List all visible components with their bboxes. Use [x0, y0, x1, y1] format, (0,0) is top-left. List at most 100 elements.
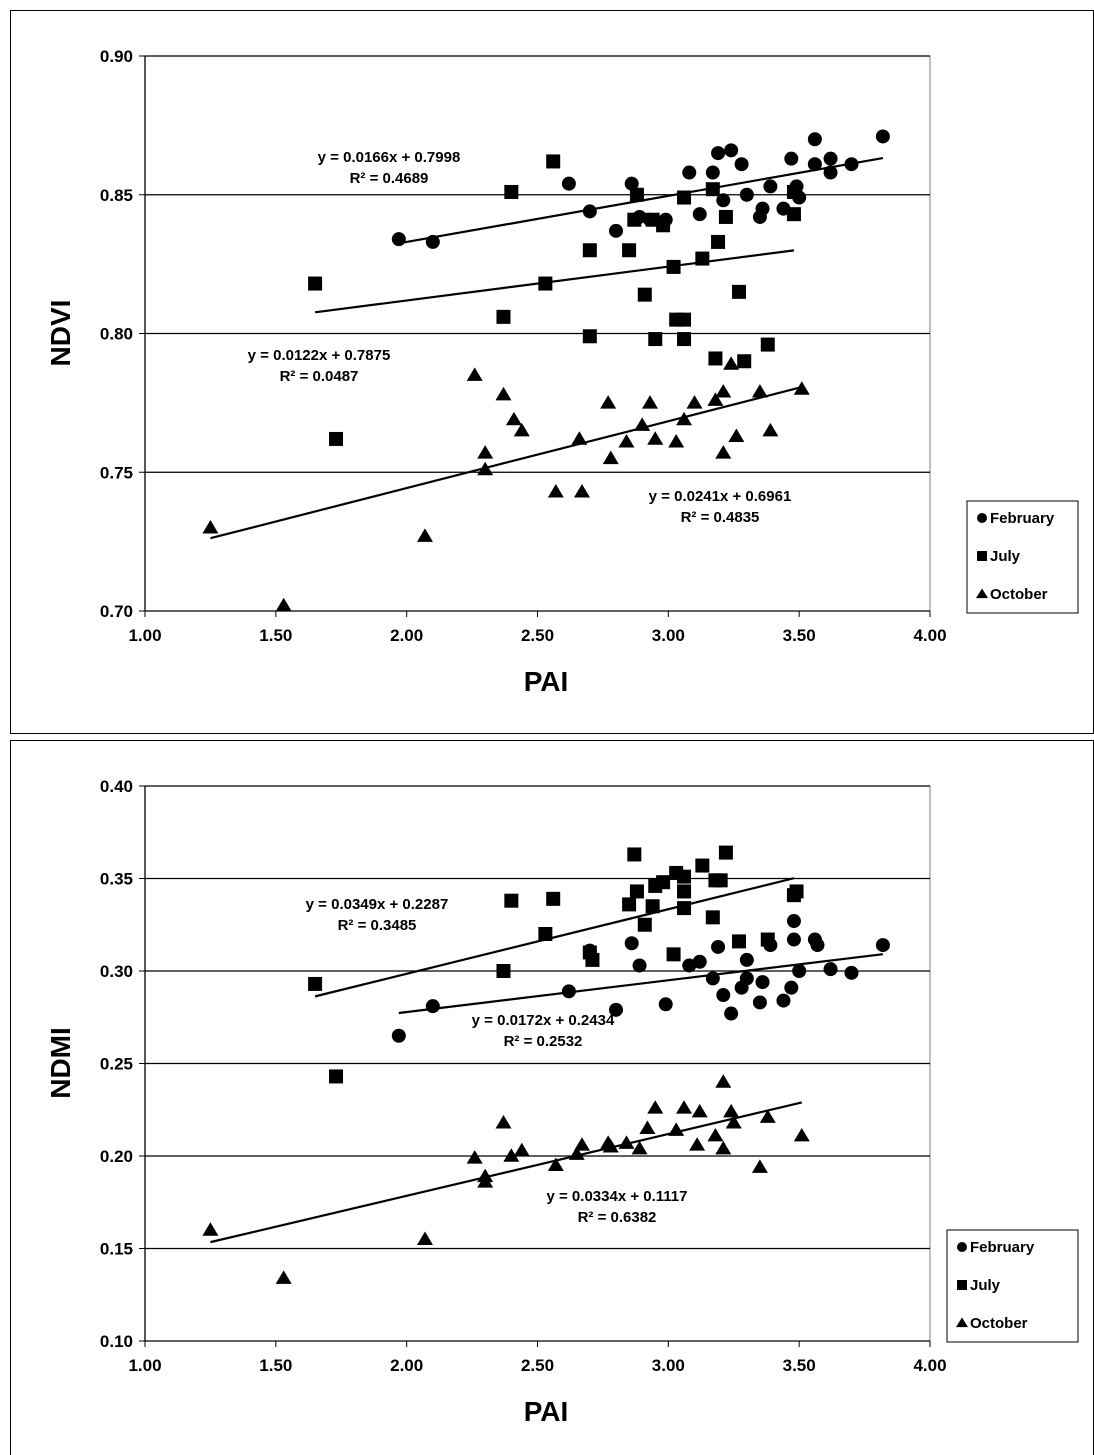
july-trendline	[314, 877, 795, 998]
chart-ndmi: 0.10 0.15 0.20 0.25 0.30 0.35 0.40 1.00 1.50 2.00…	[45, 777, 1079, 1427]
legend-october-label: October	[990, 586, 1048, 603]
october-point	[275, 597, 292, 612]
february-point	[875, 129, 890, 144]
y-tick-label: 0.20	[100, 1147, 133, 1166]
legend-july-label: July	[970, 1277, 1001, 1294]
october-point	[751, 1159, 768, 1173]
october-point	[571, 431, 588, 445]
july-point	[677, 869, 692, 884]
october-point	[547, 483, 564, 498]
october-point	[715, 445, 732, 459]
october-point	[715, 384, 732, 398]
october-point	[647, 431, 664, 445]
legend-february-label: February	[970, 1239, 1035, 1256]
y-tick-label: 0.70	[100, 602, 133, 621]
october-point	[668, 434, 685, 448]
x-tick-label: 4.00	[913, 626, 946, 645]
february-point	[692, 207, 707, 222]
legend-july-label: July	[990, 548, 1021, 565]
february-point	[807, 157, 822, 172]
july-point	[622, 897, 637, 912]
february-trendline	[398, 953, 884, 1015]
x-tick-label: 2.00	[390, 1356, 423, 1375]
february-point	[823, 962, 838, 977]
y-tick-label: 0.35	[100, 870, 133, 889]
legend: February July October	[966, 500, 1079, 614]
october-point	[642, 395, 659, 409]
y-tick-label: 0.90	[100, 47, 133, 66]
february-point	[391, 232, 406, 247]
july-point	[718, 209, 733, 224]
legend-july-marker	[977, 551, 987, 561]
x-tick-label: 1.00	[128, 626, 161, 645]
x-tick-label: 3.50	[783, 1356, 816, 1375]
february-point	[807, 132, 822, 147]
x-tick-label: 3.00	[652, 1356, 685, 1375]
july-point	[645, 899, 660, 914]
october-point	[477, 445, 494, 459]
legend-october-label: October	[970, 1315, 1028, 1332]
february-point	[734, 157, 749, 172]
february-point	[784, 980, 799, 995]
x-tick-label: 1.00	[128, 1356, 161, 1375]
x-tick-label: 1.50	[259, 626, 292, 645]
february-trend-equation: y = 0.0166x + 0.7998	[318, 149, 461, 166]
october-point	[751, 384, 768, 398]
october-point	[715, 1140, 732, 1155]
february-point	[716, 988, 731, 1003]
july-point	[760, 932, 775, 947]
x-axis-title: PAI	[524, 1396, 569, 1427]
february-point	[823, 165, 838, 180]
february-point	[739, 971, 754, 986]
february-point	[755, 201, 770, 216]
february-point	[425, 999, 440, 1014]
october-point	[618, 434, 635, 448]
july-point	[677, 190, 692, 205]
october-point	[513, 422, 530, 437]
july-point	[656, 218, 671, 233]
ndmi-chart-panel	[10, 740, 1094, 1455]
october-point	[416, 528, 433, 542]
october-point	[477, 1174, 494, 1188]
legend-february-marker	[957, 1242, 967, 1252]
october-trendline	[210, 386, 803, 540]
july-point	[786, 207, 801, 222]
october-point	[707, 392, 724, 406]
october-point	[691, 1103, 708, 1118]
july-point	[546, 154, 561, 169]
february-point	[776, 993, 791, 1008]
october-point	[686, 395, 703, 409]
july-point	[705, 182, 720, 197]
february-point	[705, 165, 720, 180]
october-trend-r2: R² = 0.4835	[681, 509, 760, 526]
series-october: y = 0.0241x + 0.6961 R² = 0.4835	[202, 356, 810, 612]
february-point	[692, 954, 707, 969]
february-trend-r2: R² = 0.4689	[350, 170, 429, 187]
october-point	[495, 1115, 512, 1129]
july-point	[708, 351, 723, 366]
october-point	[676, 411, 693, 426]
x-tick-label: 3.00	[652, 626, 685, 645]
legend-box	[946, 1229, 1079, 1343]
july-point	[731, 284, 746, 299]
february-point	[561, 176, 576, 191]
july-trend-equation: y = 0.0122x + 0.7875	[248, 347, 391, 364]
ndvi-chart-panel	[10, 10, 1094, 734]
october-point	[707, 1127, 724, 1142]
october-point	[715, 1074, 732, 1088]
y-tick-label: 0.25	[100, 1055, 133, 1074]
october-trend-r2: R² = 0.6382	[578, 1209, 657, 1226]
series-october: y = 0.0334x + 0.1117 R² = 0.6382	[202, 1074, 810, 1284]
july-point	[308, 976, 323, 991]
series-february: y = 0.0166x + 0.7998 R² = 0.4689	[318, 129, 890, 249]
october-point	[503, 1148, 520, 1162]
october-point	[759, 1109, 776, 1123]
legend-february-label: February	[990, 510, 1055, 527]
july-point	[329, 1069, 344, 1084]
legend-february-marker	[977, 513, 987, 523]
february-point	[875, 938, 890, 953]
february-point	[391, 1028, 406, 1043]
july-point	[627, 847, 642, 862]
february-point	[716, 193, 731, 208]
july-point	[731, 934, 746, 949]
